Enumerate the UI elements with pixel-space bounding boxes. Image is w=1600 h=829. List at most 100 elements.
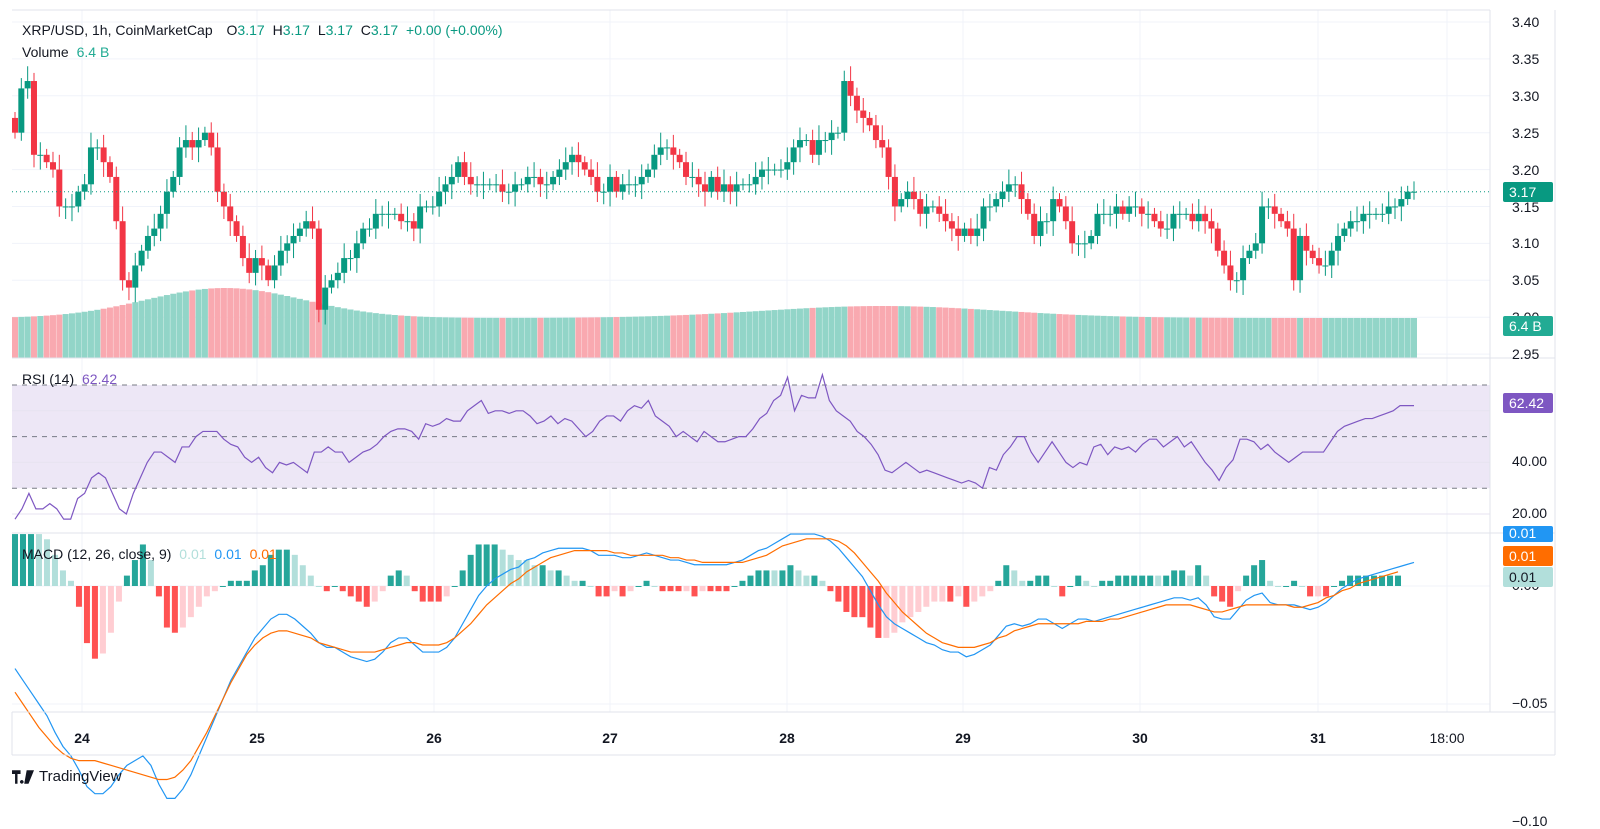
candle-body xyxy=(201,132,208,141)
time-tick-label: 29 xyxy=(955,730,971,746)
volume-bar xyxy=(917,306,924,358)
macd-histogram-bar xyxy=(627,586,634,592)
candle-body xyxy=(246,258,253,273)
candle-body xyxy=(68,206,75,208)
candle-body xyxy=(233,221,240,236)
volume-bar xyxy=(448,317,455,358)
candle-body xyxy=(1164,228,1171,230)
candle-body xyxy=(106,162,113,177)
candle-body xyxy=(771,169,778,171)
macd-histogram-bar xyxy=(1091,586,1098,587)
macd-histogram-bar xyxy=(1107,580,1114,586)
volume-bar xyxy=(1221,317,1228,358)
candle-body xyxy=(353,243,360,259)
candle-body xyxy=(391,213,398,215)
macd-histogram-bar xyxy=(667,586,674,592)
volume-bar xyxy=(758,310,765,358)
volume-bar xyxy=(328,305,335,358)
candle-body xyxy=(1062,206,1069,222)
candle-body xyxy=(1132,206,1139,208)
tradingview-logo[interactable]: TradingView xyxy=(12,768,122,785)
macd-histogram-bar xyxy=(539,565,546,586)
candle-body xyxy=(341,258,348,273)
candle-body xyxy=(1290,228,1297,281)
candle-body xyxy=(948,221,955,229)
macd-histogram-bar xyxy=(579,580,586,586)
candle-body xyxy=(657,147,664,155)
volume-bar xyxy=(638,316,645,358)
macd-histogram-bar xyxy=(1059,586,1066,597)
volume-bar xyxy=(417,316,424,358)
volume-bar xyxy=(505,317,512,358)
macd-histogram-bar xyxy=(299,565,306,586)
candle-body xyxy=(119,221,126,281)
chart-canvas[interactable] xyxy=(0,0,1600,802)
candle-body xyxy=(322,287,329,310)
candle-body xyxy=(1088,235,1095,244)
volume-bar xyxy=(113,306,120,358)
candle-body xyxy=(239,235,246,259)
macd-histogram-bar xyxy=(411,586,418,592)
candle-body xyxy=(81,184,88,192)
candle-body xyxy=(727,184,734,192)
volume-bar xyxy=(138,300,145,358)
macd-histogram-bar xyxy=(971,586,978,602)
volume-bar xyxy=(613,317,620,358)
price-tick-label: 3.30 xyxy=(1512,87,1540,104)
macd-histogram-bar xyxy=(619,586,626,597)
volume-bar xyxy=(853,306,860,358)
volume-bar xyxy=(866,306,873,358)
volume-bar xyxy=(163,295,170,358)
volume-bar xyxy=(189,290,196,358)
macd-histogram-bar xyxy=(555,570,562,586)
macd-histogram-bar xyxy=(563,575,570,586)
candle-body xyxy=(777,169,784,171)
volume-bar xyxy=(942,307,949,358)
volume-bar xyxy=(1392,317,1399,358)
volume-bar xyxy=(277,294,284,358)
macd-histogram-bar xyxy=(355,586,362,602)
candle-body xyxy=(208,132,215,148)
volume-bar xyxy=(910,306,917,358)
volume-bar xyxy=(1271,317,1278,358)
volume-bar xyxy=(702,314,709,358)
macd-histogram-bar xyxy=(1027,580,1034,586)
volume-bar xyxy=(1265,317,1272,358)
macd-histogram-bar xyxy=(859,586,866,618)
candle-body xyxy=(1379,213,1386,215)
volume-bar xyxy=(632,316,639,358)
volume-bar xyxy=(341,308,348,358)
candle-body xyxy=(714,176,721,192)
candle-body xyxy=(467,176,474,185)
candle-body xyxy=(486,184,493,186)
signal-line xyxy=(14,538,1399,781)
candle-body xyxy=(1024,199,1031,214)
volume-legend: Volume 6.4 B xyxy=(22,44,113,60)
macd-histogram-bar xyxy=(459,570,466,586)
macd-histogram-bar xyxy=(947,586,954,602)
volume-label: Volume xyxy=(22,44,69,60)
macd-histogram-bar xyxy=(371,586,378,602)
volume-bar xyxy=(1126,316,1133,358)
candle-body xyxy=(936,206,943,214)
macd-histogram-bar xyxy=(795,570,802,586)
volume-bar xyxy=(214,288,221,358)
volume-bar xyxy=(986,310,993,358)
candle-body xyxy=(157,213,164,229)
candle-body xyxy=(1411,191,1417,193)
candle-body xyxy=(676,154,683,163)
macd-histogram-bar xyxy=(835,586,842,602)
macd-histogram-bar xyxy=(35,534,42,586)
candle-body xyxy=(75,191,82,207)
volume-bar xyxy=(1240,317,1247,358)
candle-body xyxy=(1404,191,1411,200)
macd-histogram-bar xyxy=(339,586,346,592)
macd-histogram-bar xyxy=(803,575,810,586)
macd-histogram-bar xyxy=(1355,575,1362,586)
symbol-title: XRP/USD, 1h, CoinMarketCap xyxy=(22,22,213,38)
candle-body xyxy=(1005,184,1012,192)
volume-bar xyxy=(455,317,462,358)
macd-histogram-bar xyxy=(115,586,122,602)
time-tick-label: 25 xyxy=(249,730,265,746)
candle-body xyxy=(746,184,753,186)
